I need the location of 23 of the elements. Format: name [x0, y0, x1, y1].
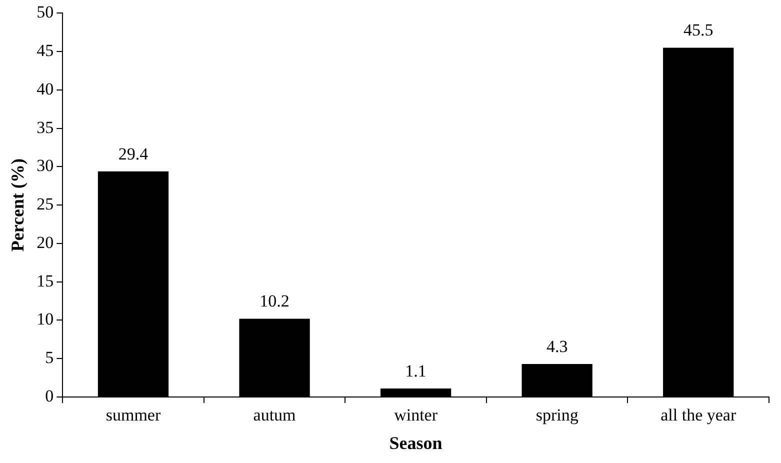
- y-tick-label: 40: [36, 79, 54, 98]
- y-tick-label: 10: [36, 310, 54, 329]
- data-label: 10.2: [260, 292, 290, 311]
- y-tick-label: 5: [45, 348, 54, 368]
- x-tick-label: all the year: [660, 406, 736, 425]
- x-tick-label: winter: [394, 406, 438, 425]
- y-tick-label: 35: [36, 118, 54, 137]
- y-tick-label: 45: [36, 41, 54, 60]
- x-tick-label: summer: [106, 406, 161, 425]
- y-tick-label: 30: [36, 156, 54, 176]
- data-label: 4.3: [546, 336, 568, 356]
- x-tick-label: spring: [536, 406, 579, 425]
- y-tick-label: 15: [36, 271, 54, 290]
- y-tick-label: 25: [36, 194, 54, 214]
- y-tick-label: 0: [45, 386, 54, 406]
- y-tick-label: 50: [36, 2, 54, 22]
- y-tick-label: 20: [36, 232, 54, 252]
- y-axis-title: Percent (%): [7, 158, 28, 252]
- data-label: 29.4: [118, 144, 149, 164]
- data-label: 1.1: [405, 362, 426, 381]
- x-tick-label: autum: [253, 406, 296, 425]
- data-label: 45.5: [683, 20, 714, 40]
- x-axis-title: Season: [389, 432, 442, 453]
